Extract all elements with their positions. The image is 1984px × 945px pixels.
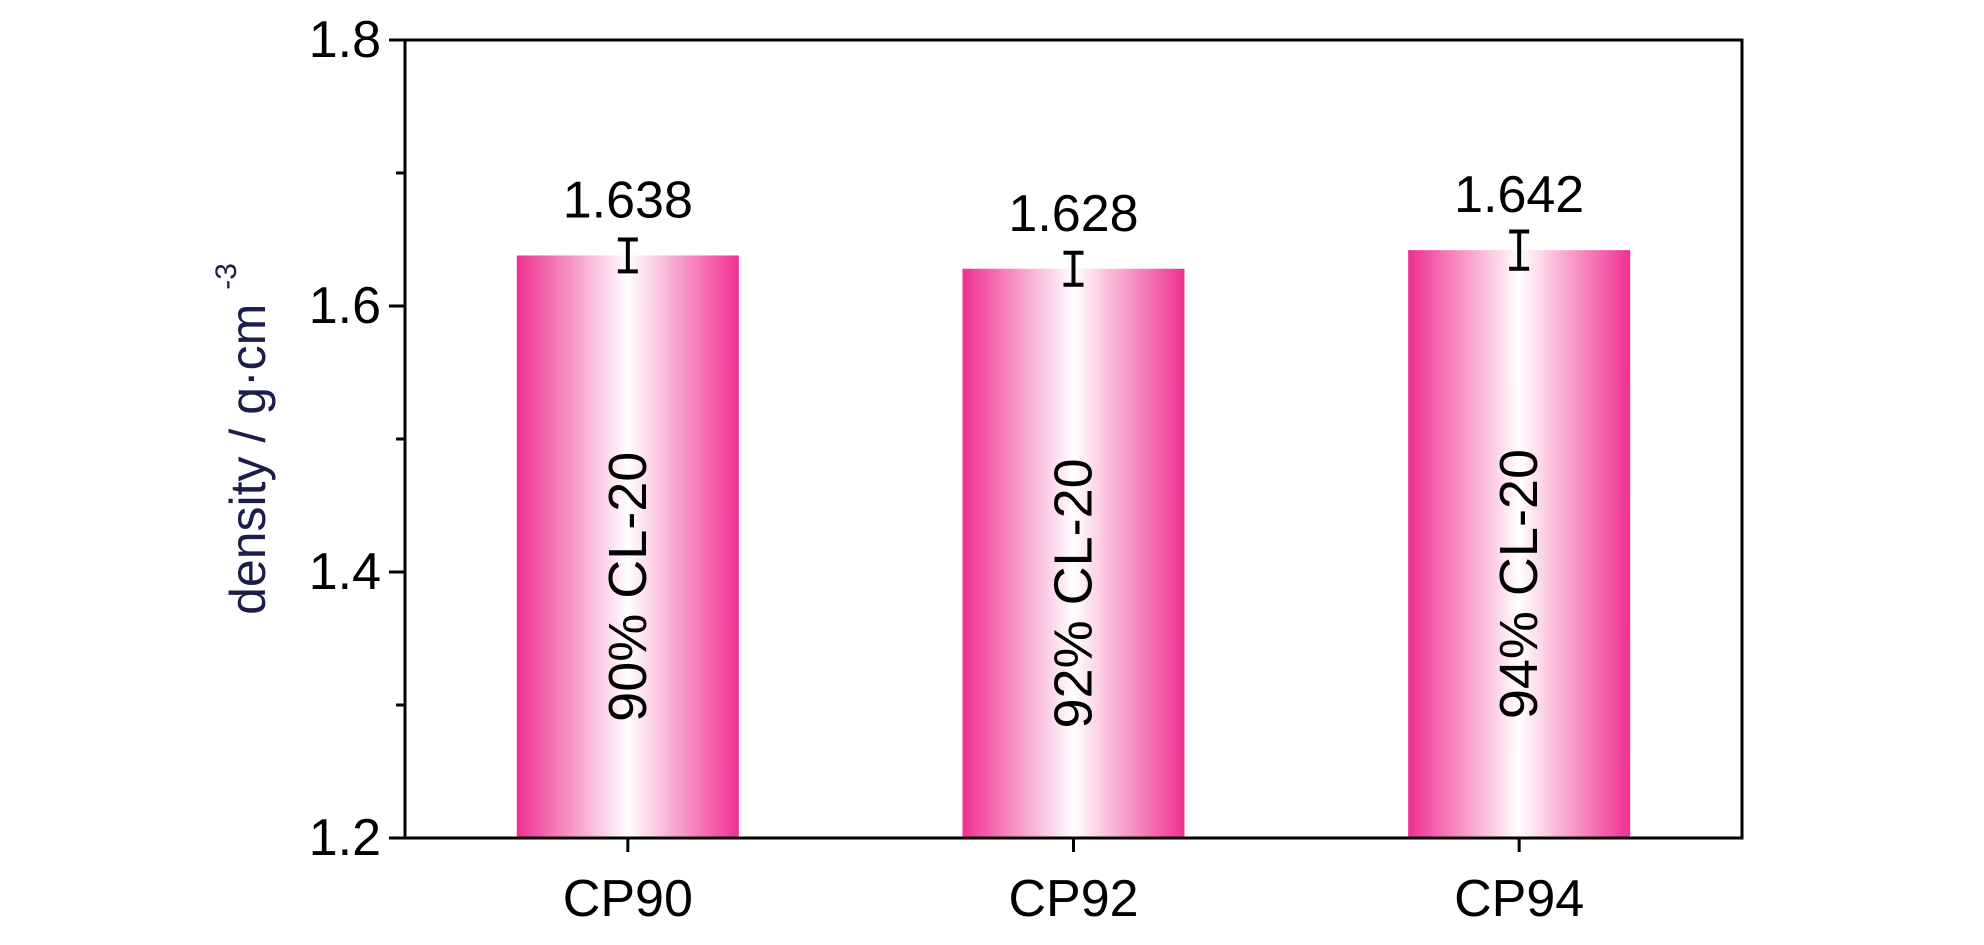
bar-inner-label: 90% CL-20 [598, 452, 658, 722]
y-tick-label: 1.4 [309, 543, 381, 601]
error-bar-cp90 [617, 237, 638, 274]
bar-cp94 [1408, 250, 1631, 838]
x-axis: CP90 CP92 CP94 [563, 838, 1584, 928]
bar-inner-label: 92% CL-20 [1044, 458, 1104, 728]
bar-inner-labels: 90% CL-20 92% CL-20 94% CL-20 [598, 449, 1549, 728]
error-bar-cp92 [1063, 250, 1084, 287]
y-axis-title: density / g·cm -3 [210, 263, 277, 615]
y-tick-label: 1.6 [309, 277, 381, 335]
x-tick-label: CP90 [563, 870, 693, 928]
y-axis: 1.2 1.4 1.6 1.8 [309, 11, 405, 867]
value-label: 1.642 [1454, 166, 1584, 224]
x-tick-label: CP94 [1454, 870, 1584, 928]
y-axis-title-main: density / g·cm [220, 304, 276, 615]
value-label: 1.628 [1008, 185, 1138, 243]
error-bars [617, 229, 1530, 287]
bar-cp90 [516, 255, 739, 838]
bars [516, 250, 1631, 838]
error-bar-cp94 [1509, 229, 1530, 271]
y-axis-title-superscript: -3 [210, 263, 243, 290]
bar-inner-label: 94% CL-20 [1489, 449, 1549, 719]
value-labels: 1.638 1.628 1.642 [563, 166, 1584, 243]
bar-cp92 [962, 268, 1185, 838]
y-tick-label: 1.8 [309, 11, 381, 69]
y-tick-label: 1.2 [309, 809, 381, 867]
value-label: 1.638 [563, 171, 693, 229]
x-tick-label: CP92 [1008, 870, 1138, 928]
